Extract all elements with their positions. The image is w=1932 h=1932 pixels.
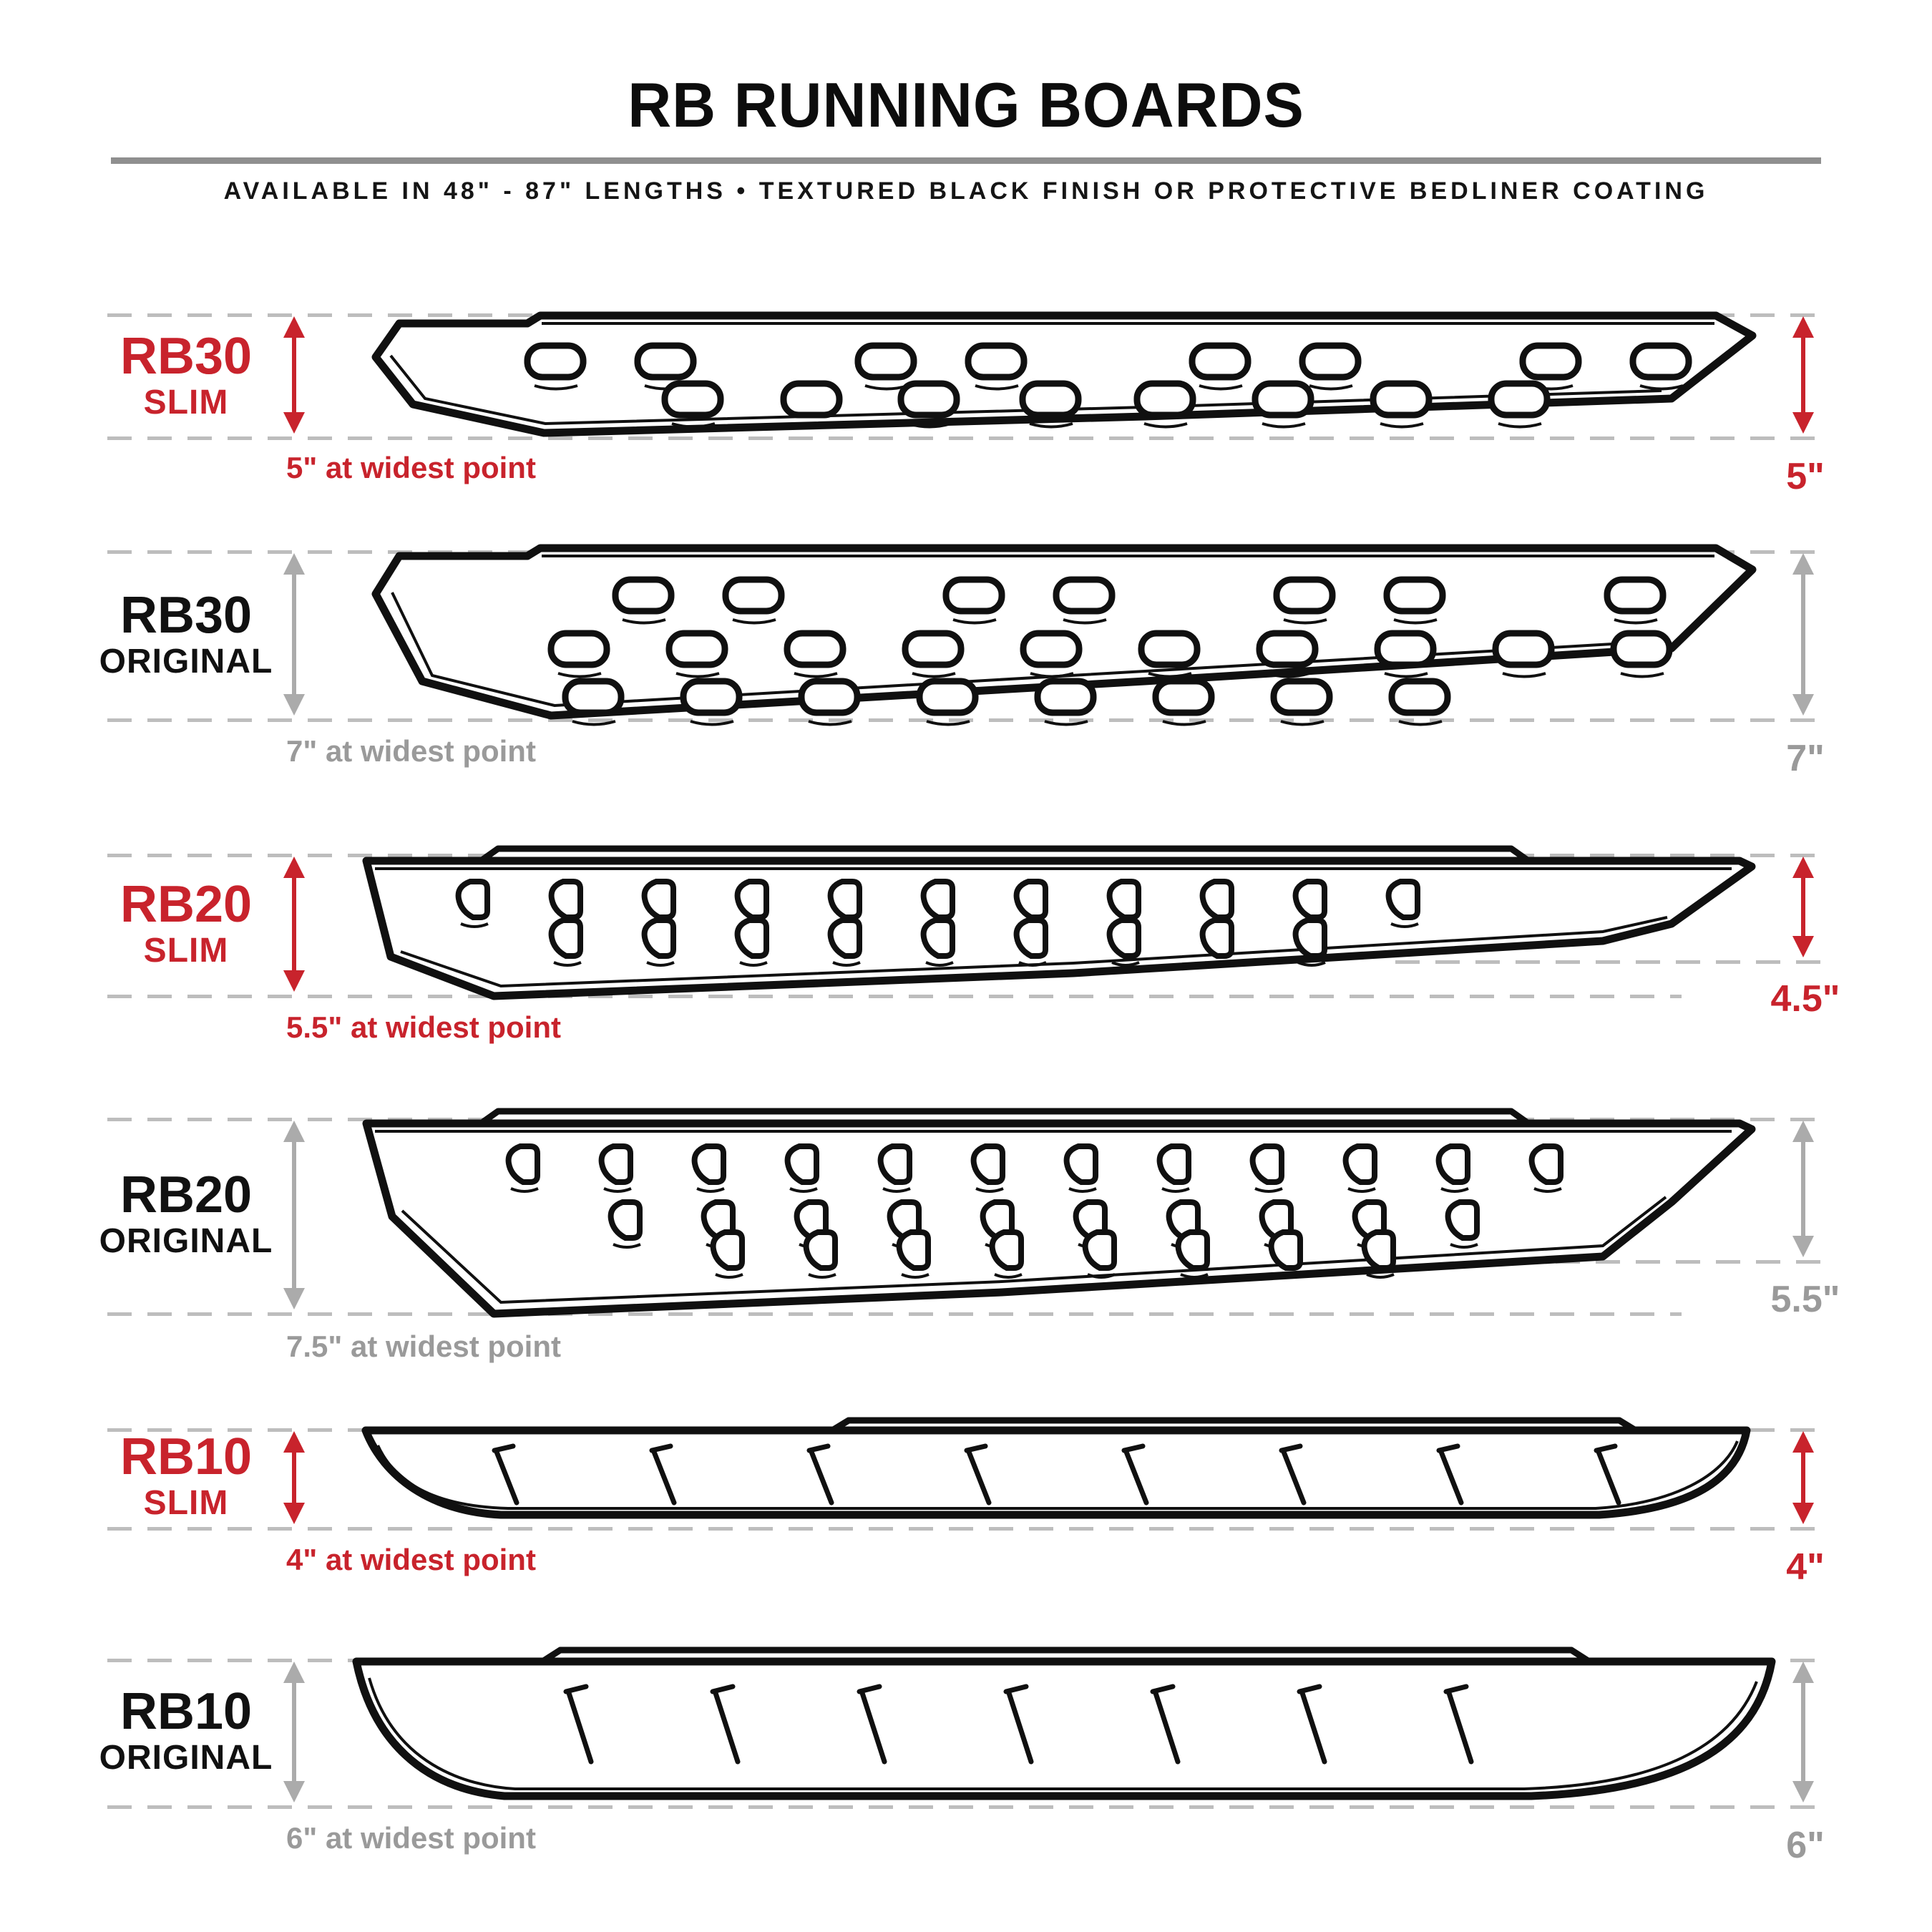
board-drawing-rb20-slim xyxy=(362,845,1756,1000)
model-label: RB20 SLIM xyxy=(75,876,297,970)
right-dimension-label: 4" xyxy=(1786,1546,1825,1588)
model-name: RB30 xyxy=(119,328,253,385)
page-subtitle: AVAILABLE IN 48" - 87" LENGTHS • TEXTURE… xyxy=(223,177,1709,205)
dimension-arrow-icon xyxy=(1791,1431,1815,1524)
dimension-arrow-icon xyxy=(282,1662,306,1802)
model-label: RB10 ORIGINAL xyxy=(75,1683,297,1777)
guide-line-widest xyxy=(107,1312,1682,1316)
right-dimension-label: 4.5" xyxy=(1770,978,1840,1020)
guide-line xyxy=(107,1527,1829,1531)
guide-line xyxy=(107,436,1829,440)
guide-line-right xyxy=(1395,960,1829,964)
dimension-arrow-icon xyxy=(1791,1662,1815,1802)
dimension-arrow-icon xyxy=(282,316,306,434)
dimension-arrow-icon xyxy=(1791,1121,1815,1257)
widest-point-label: 5" at widest point xyxy=(286,451,536,484)
model-variant: SLIM xyxy=(143,932,229,970)
widest-point-label: 5.5" at widest point xyxy=(286,1010,561,1044)
model-variant: ORIGINAL xyxy=(99,643,273,681)
right-dimension-label: 5.5" xyxy=(1770,1279,1840,1320)
model-variant: ORIGINAL xyxy=(99,1222,273,1261)
widest-point-label: 4" at widest point xyxy=(286,1543,536,1576)
board-drawing-rb20-original xyxy=(362,1108,1756,1318)
page-title: RB RUNNING BOARDS xyxy=(628,69,1304,140)
widest-point-label: 6" at widest point xyxy=(286,1821,536,1855)
right-dimension-label: 7" xyxy=(1786,738,1825,779)
widest-point-label: 7.5" at widest point xyxy=(286,1330,561,1363)
model-name: RB10 xyxy=(119,1683,253,1740)
dimension-arrow-icon xyxy=(282,857,306,992)
dimension-arrow-icon xyxy=(282,1121,306,1309)
board-drawing-rb10-slim xyxy=(361,1417,1751,1519)
right-dimension-label: 6" xyxy=(1786,1825,1825,1866)
model-name: RB30 xyxy=(119,587,253,644)
right-dimension-label: 5" xyxy=(1786,456,1825,497)
board-drawing-rb10-original xyxy=(352,1646,1776,1800)
model-label: RB30 SLIM xyxy=(75,328,297,422)
dimension-arrow-icon xyxy=(1791,857,1815,957)
model-label: RB30 ORIGINAL xyxy=(75,587,297,681)
model-name: RB20 xyxy=(119,876,253,933)
board-drawing-rb30-slim xyxy=(371,311,1757,437)
guide-line-widest xyxy=(107,995,1682,998)
title-divider xyxy=(111,157,1821,164)
guide-line xyxy=(107,1805,1829,1809)
dimension-arrow-icon xyxy=(282,1431,306,1524)
guide-line-right xyxy=(1395,1260,1829,1264)
dimension-arrow-icon xyxy=(282,553,306,716)
model-label: RB10 SLIM xyxy=(75,1428,297,1523)
model-variant: SLIM xyxy=(143,1484,229,1523)
model-variant: SLIM xyxy=(143,384,229,422)
guide-line xyxy=(107,718,1829,722)
model-name: RB10 xyxy=(119,1428,253,1485)
model-label: RB20 ORIGINAL xyxy=(75,1169,297,1259)
dimension-arrow-icon xyxy=(1791,316,1815,434)
board-drawing-rb30-original xyxy=(371,544,1757,726)
model-variant: ORIGINAL xyxy=(99,1739,273,1777)
dimension-arrow-icon xyxy=(1791,553,1815,716)
model-name: RB20 xyxy=(119,1166,253,1224)
widest-point-label: 7" at widest point xyxy=(286,734,536,768)
